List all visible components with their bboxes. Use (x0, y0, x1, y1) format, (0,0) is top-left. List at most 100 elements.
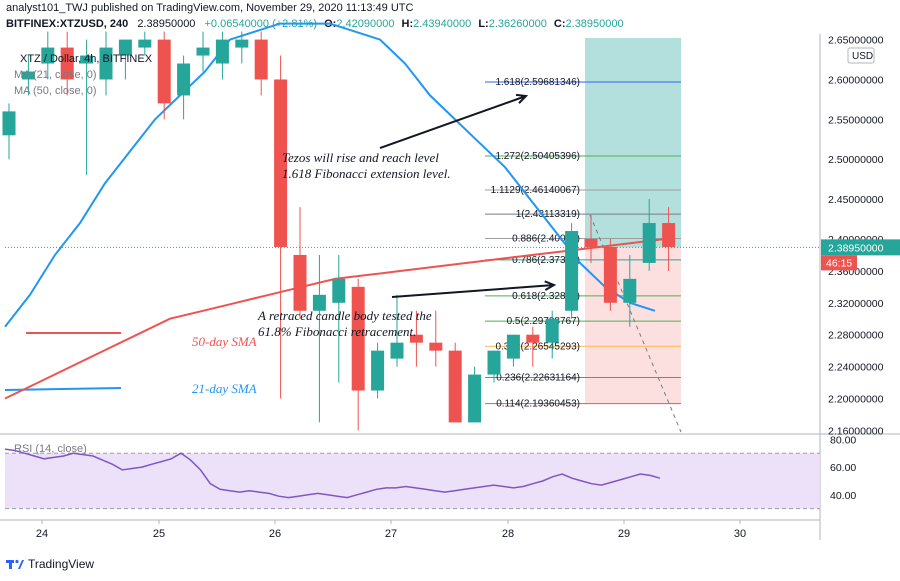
price-tick-label: 2.20000000 (828, 394, 884, 406)
candle-body (254, 39, 268, 80)
candle-body (99, 47, 113, 80)
low-value: 2.36260000 (488, 18, 547, 30)
rsi-legend: RSI (14, close) (14, 443, 87, 455)
symbol-label: BITFINEX:XTZUSD, 240 (6, 18, 129, 30)
rsi-tick-label: 60.00 (830, 462, 856, 474)
candle-body (390, 342, 404, 359)
arrow-to-retrace-head (544, 280, 557, 291)
fib-level-label: 0.382(2.26545293) (495, 341, 580, 352)
tradingview-brand[interactable]: TradingView (28, 557, 95, 571)
annotation-ma50: 50-day SMA (192, 334, 257, 349)
fib-level-label: 0.886(2.40057) (512, 234, 580, 245)
fib-level-label: 1.618(2.59681346) (495, 77, 580, 88)
x-tick-label: 28 (502, 528, 514, 540)
candle-body (215, 39, 229, 64)
price-chart[interactable]: 1.618(2.59681346) 1.272(2.50405396) 1.1129… (0, 0, 900, 557)
candle-body (448, 350, 462, 423)
candle-body (351, 286, 365, 391)
candle-body (157, 39, 171, 104)
fib-level-label: 0.5(2.29708767) (507, 316, 580, 327)
fib-level-label: 0.114(2.19360453) (496, 399, 580, 410)
candle-body (196, 47, 210, 56)
fib-level-label: 0.236(2.22631164) (496, 373, 580, 384)
candle-body (662, 223, 676, 247)
ma21-line (4, 22, 656, 328)
candle-body (506, 334, 520, 359)
ohlc-line: BITFINEX:XTZUSD, 240 2.38950000 +0.06540… (6, 18, 624, 30)
footer: TradingView (6, 557, 94, 571)
rsi-tick-label: 80.00 (830, 434, 856, 446)
candle-body (138, 39, 152, 48)
candle-body (118, 39, 132, 56)
price-tick-label: 2.50000000 (828, 154, 884, 166)
currency-label: USD (852, 51, 873, 62)
candle-body (409, 334, 423, 343)
publish-line: analyst101_TWJ published on TradingView.… (6, 2, 414, 14)
countdown-tag (821, 255, 857, 271)
candle-body (603, 246, 617, 303)
candle-body (526, 334, 540, 343)
candle-body (565, 231, 579, 311)
close-value: 2.38950000 (565, 18, 624, 30)
x-tick-label: 29 (618, 528, 630, 540)
price-tick-label: 2.55000000 (828, 114, 884, 126)
candle-body (2, 111, 16, 136)
candle-body (235, 39, 249, 48)
legend-ma21: MA (21, close, 0) (14, 69, 97, 81)
price-tick-label: 2.28000000 (828, 330, 884, 342)
fib-level-label: 0.618(2.32872) (512, 291, 580, 302)
candle-body (332, 278, 346, 303)
price-tick-label: 2.16000000 (828, 425, 884, 437)
candle-body (642, 223, 656, 263)
candle-body (177, 63, 191, 96)
fib-level-label: 0.786(2.37376) (512, 255, 580, 266)
arrow-to-target (379, 95, 527, 149)
fib-level-label: 1.272(2.50405396) (495, 151, 580, 162)
stop-zone (585, 247, 681, 404)
annotation-ma21: 21-day SMA (192, 381, 257, 396)
rsi-line (4, 448, 661, 499)
close-label: C: (553, 18, 566, 30)
countdown-text: 46:15 (826, 257, 852, 269)
arrow-to-target-head (515, 93, 529, 104)
candle-body (487, 350, 501, 375)
legend-ma50: MA (50, close, 0) (14, 85, 97, 97)
annotation-retrace: A retraced candle body tested the (257, 308, 432, 323)
x-tick-label: 24 (36, 528, 48, 540)
open-value: 2.42090000 (336, 18, 395, 30)
candle-body (429, 342, 443, 351)
x-tick-label: 26 (269, 528, 281, 540)
fib-level-label: 1(2.43113319) (516, 209, 580, 220)
rsi-tick-label: 40.00 (830, 490, 856, 502)
low-label: L: (478, 18, 489, 30)
x-tick-label: 30 (734, 528, 746, 540)
candle-body (371, 350, 385, 391)
annotation-target: Tezos will rise and reach level (282, 150, 439, 165)
currency-box (847, 47, 875, 64)
current-price-tag (821, 239, 900, 256)
change-value: +0.06540000 (+2.81%) (204, 18, 318, 30)
tradingview-logo-icon (6, 559, 24, 569)
rsi-band (5, 453, 820, 509)
current-price-tag-text: 2.38950000 (828, 242, 884, 254)
candle-body (293, 254, 307, 311)
x-tick-label: 25 (153, 528, 165, 540)
target-zone (585, 38, 681, 248)
candle-body (41, 47, 55, 64)
price-tick-label: 2.45000000 (828, 194, 884, 206)
candle-body (21, 71, 35, 80)
candle-body (80, 55, 94, 64)
candle-body (60, 47, 74, 80)
high-value: 2.43940000 (413, 18, 472, 30)
candle-body (584, 238, 598, 247)
price-tick-label: 2.65000000 (828, 35, 884, 47)
arrow-to-retrace (391, 284, 555, 298)
annotation-retrace: 61.8% Fibonacci retracement. (258, 324, 416, 339)
fib-level-label: 1.1129(2.46140067) (491, 185, 580, 196)
candle-body (468, 374, 482, 423)
price-tick-label: 2.24000000 (828, 362, 884, 374)
price-tick-label: 2.60000000 (828, 74, 884, 86)
legend-title: XTZ / Dollar, 4h, BITFINEX (20, 53, 153, 65)
annotation-target: 1.618 Fibonacci extension level. (282, 166, 451, 181)
last-price: 2.38950000 (137, 18, 196, 30)
